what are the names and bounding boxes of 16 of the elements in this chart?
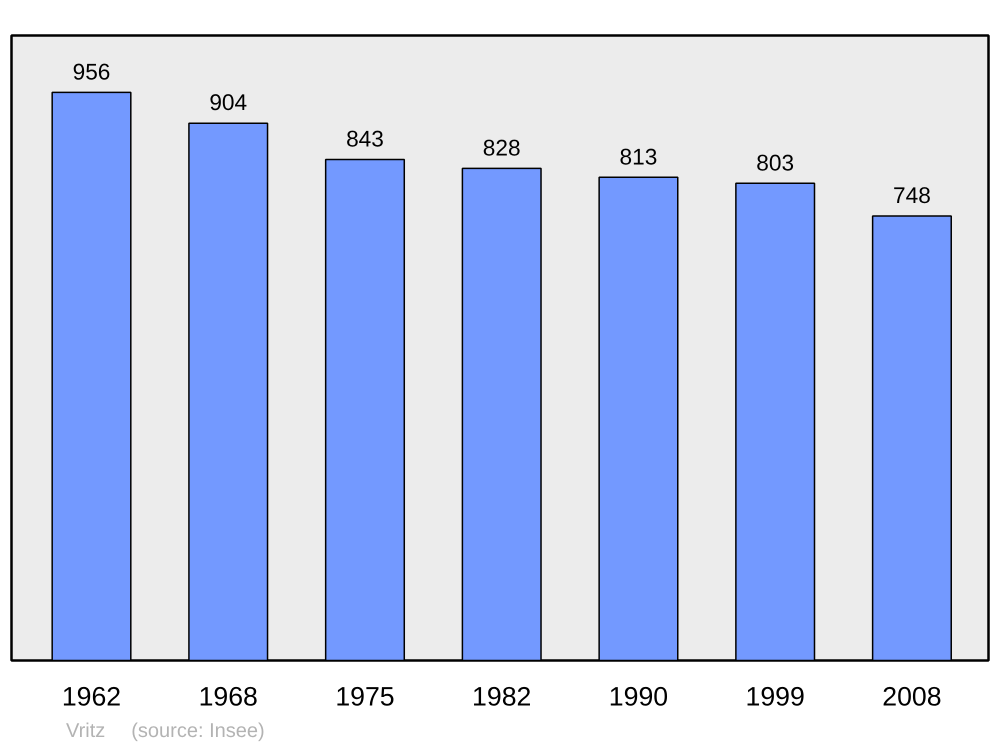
data-label: 828 (482, 134, 521, 160)
data-label: 803 (756, 149, 794, 176)
data-label: 748 (893, 182, 931, 208)
data-label: 904 (209, 89, 248, 116)
data-label: 843 (346, 125, 384, 152)
x-tick-label: 1975 (335, 682, 395, 712)
data-label: 956 (72, 58, 110, 84)
data-label: 813 (620, 143, 658, 170)
x-tick-label: 1982 (472, 682, 532, 712)
text: Vritz (66, 720, 106, 742)
x-tick-label: 1999 (746, 682, 805, 712)
x-tick-label: 1962 (62, 682, 122, 712)
x-tick-label: 1990 (608, 682, 668, 712)
text: (source: Insee) (131, 720, 265, 742)
x-tick-label: 2008 (882, 682, 942, 712)
x-tick-label: 1968 (198, 682, 258, 712)
